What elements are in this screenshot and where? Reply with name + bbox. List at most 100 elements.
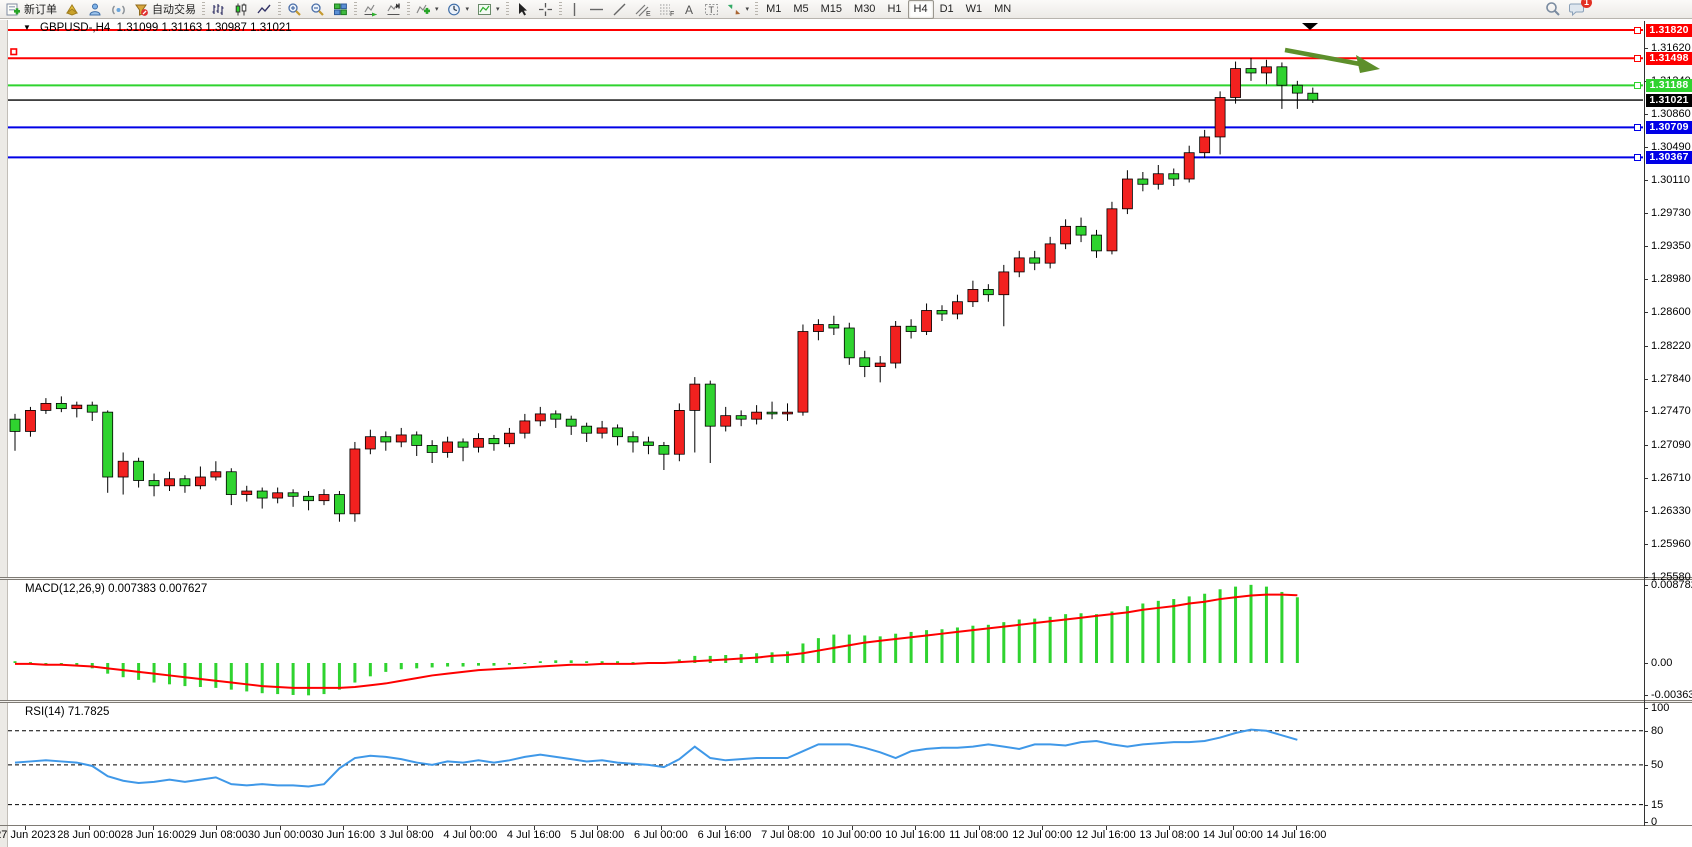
macd-axis-tick: [1644, 585, 1648, 586]
timeframe-mn[interactable]: MN: [994, 3, 1012, 15]
time-axis[interactable]: 27 Jun 2023 28 Jun 00:00 28 Jun 16:00 29 Ju…: [0, 826, 1643, 845]
price-axis-tick-label: 1.30490: [1651, 140, 1691, 153]
timeframe-m1[interactable]: M1: [766, 3, 782, 15]
timeframe-h4[interactable]: H4: [907, 0, 934, 19]
candlestick-chart-button[interactable]: [230, 0, 253, 19]
autotrading-button[interactable]: 自动交易: [130, 0, 200, 19]
line-handle[interactable]: [1634, 54, 1641, 62]
price-axis-tick-label: 1.28600: [1651, 306, 1691, 319]
current-price-price-tag: 1.31021: [1646, 93, 1692, 107]
line-handle[interactable]: [1634, 26, 1641, 34]
timeframe-toolbar: M1 M5 M15 M30 H1 H4 D1 W1 MN: [760, 0, 1017, 19]
timeframe-w1[interactable]: W1: [965, 3, 983, 15]
price-chart-plot[interactable]: [8, 21, 1643, 578]
line-chart-button[interactable]: [253, 0, 276, 19]
autotrading-icon: [134, 2, 149, 17]
new-order-label: 新订单: [24, 4, 57, 16]
rsi-axis-tick: [1644, 764, 1648, 766]
text-button[interactable]: A: [679, 0, 700, 19]
auto-scroll-button[interactable]: [359, 0, 382, 19]
rsi-axis-tick: [1644, 708, 1648, 709]
panel-separator[interactable]: [0, 577, 1692, 580]
rsi-indicator-label: RSI(14) 71.7825: [25, 706, 110, 718]
zoom-out-button[interactable]: [306, 0, 329, 19]
chart-shift-icon: [386, 2, 401, 17]
time-axis-label: 14 Jul 00:00: [1202, 829, 1263, 841]
notifications-button[interactable]: 1: [1569, 0, 1592, 17]
macd-indicator-label: MACD(12,26,9) 0.007383 0.007627: [25, 583, 208, 595]
fibonacci-button[interactable]: F: [655, 0, 679, 19]
panel-separator[interactable]: [0, 700, 1692, 703]
time-axis-label: 13 Jul 08:00: [1139, 829, 1200, 841]
toolbar-grip: [558, 2, 562, 16]
timeframe-m15[interactable]: M15: [820, 3, 843, 15]
line-handle[interactable]: [1634, 123, 1641, 131]
macd-indicator-plot[interactable]: [8, 580, 1643, 701]
symbol-dropdown-icon[interactable]: ▼: [23, 23, 31, 32]
new-order-button[interactable]: 新订单: [2, 0, 61, 19]
trendline-handle[interactable]: [10, 24, 29, 80]
time-axis-label: 30 Jun 16:00: [311, 829, 375, 841]
tile-windows-button[interactable]: [329, 0, 352, 19]
rsi-axis-tick-label: 100: [1651, 702, 1670, 714]
price-chart-canvas: [8, 23, 1643, 522]
timeframe-d1[interactable]: D1: [939, 3, 954, 15]
time-axis-tick: [343, 826, 345, 830]
chart-window: 1.316201.312401.308601.304901.301101.297…: [0, 20, 1692, 847]
metaeditor-icon: [65, 2, 80, 17]
horizontal-line-button[interactable]: [585, 0, 608, 19]
time-axis-label: 28 Jun 00:00: [57, 829, 121, 841]
chart-shift-button[interactable]: [382, 0, 405, 19]
time-axis-tick: [978, 826, 980, 830]
metaeditor-button[interactable]: [61, 0, 84, 19]
bar-chart-button[interactable]: [207, 0, 230, 19]
resistance-price-tag: 1.31820: [1646, 23, 1692, 37]
cursor-button[interactable]: [511, 0, 534, 19]
time-axis-label: 12 Jul 16:00: [1075, 829, 1136, 841]
timeframe-h1[interactable]: H1: [887, 3, 902, 15]
market-button[interactable]: [84, 0, 107, 19]
time-axis-label: 28 Jun 16:00: [120, 829, 185, 841]
time-axis-label: 10 Jul 00:00: [821, 829, 882, 841]
time-axis-tick: [406, 826, 408, 830]
time-axis-label: 27 Jun 2023: [0, 829, 56, 841]
toolbar-grip: [755, 2, 759, 16]
arrows-icon: [727, 2, 742, 17]
text-label-button[interactable]: T: [700, 0, 723, 19]
line-handle[interactable]: [1634, 81, 1641, 89]
panel-separator: [0, 825, 1692, 826]
rsi-axis-tick: [1644, 730, 1648, 732]
timeframe-m5[interactable]: M5: [793, 3, 809, 15]
equidistant-channel-button[interactable]: E: [631, 0, 655, 19]
vertical-line-button[interactable]: [564, 0, 585, 19]
price-axis-line: [1644, 21, 1645, 826]
arrows-button[interactable]: ▾: [723, 0, 754, 19]
signals-button[interactable]: [107, 0, 130, 19]
time-axis-label: 14 Jul 16:00: [1266, 829, 1327, 841]
templates-button[interactable]: ▾: [473, 0, 504, 19]
svg-text:T: T: [708, 5, 714, 15]
time-axis-label: 10 Jul 16:00: [885, 829, 946, 841]
time-axis-tick: [788, 826, 790, 830]
templates-caret-icon: ▾: [496, 6, 500, 13]
periods-button[interactable]: ▾: [443, 0, 474, 19]
price-axis-tick-label: 1.30860: [1651, 108, 1691, 121]
rsi-indicator-plot[interactable]: [8, 703, 1643, 825]
crosshair-button[interactable]: [534, 0, 557, 19]
time-axis-label: 12 Jul 00:00: [1012, 829, 1073, 841]
price-axis-tick: [1644, 345, 1648, 347]
trendline-button[interactable]: [608, 0, 631, 19]
search-icon[interactable]: [1545, 1, 1561, 17]
line-handle[interactable]: [1634, 153, 1641, 161]
time-axis-tick: [724, 826, 726, 830]
zoom-in-button[interactable]: [283, 0, 306, 19]
svg-text:F: F: [670, 11, 674, 17]
time-axis-tick: [1169, 826, 1171, 830]
timeframe-m30[interactable]: M30: [854, 3, 876, 15]
macd-axis-tick-label: 0.00: [1651, 657, 1673, 669]
indicators-icon: [416, 2, 431, 17]
autotrading-label: 自动交易: [152, 4, 196, 16]
indicators-button[interactable]: ▾: [412, 0, 443, 19]
time-axis-label: 6 Jul 00:00: [634, 829, 688, 841]
price-axis-tick: [1644, 246, 1648, 248]
